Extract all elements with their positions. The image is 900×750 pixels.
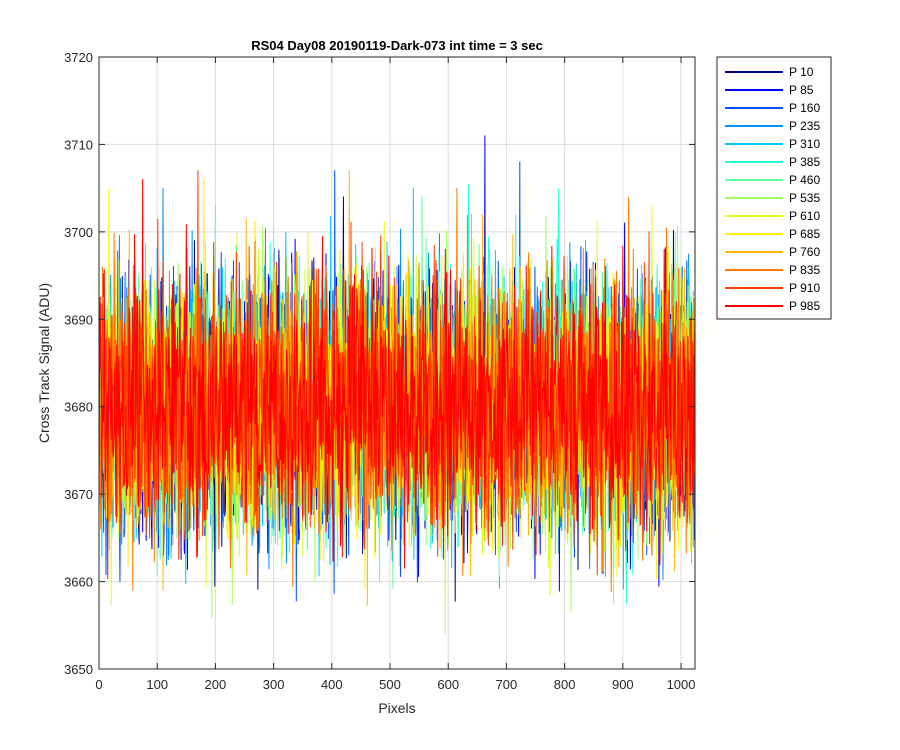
legend-item[interactable]: P 910: [725, 281, 820, 295]
legend-item[interactable]: P 460: [725, 173, 820, 187]
legend-label: P 985: [789, 299, 820, 313]
x-tick-label: 600: [437, 677, 459, 692]
series-line-p-985: [99, 178, 695, 579]
y-tick-label: 3670: [64, 487, 93, 502]
legend-item[interactable]: P 835: [725, 263, 820, 277]
legend-item[interactable]: P 310: [725, 137, 820, 151]
x-tick-label: 100: [146, 677, 168, 692]
y-tick-label: 3680: [64, 400, 93, 415]
x-tick-label: 1000: [667, 677, 696, 692]
series-lines: [99, 135, 695, 635]
legend-item[interactable]: P 10: [725, 65, 814, 79]
x-tick-label: 300: [263, 677, 285, 692]
x-tick-label: 400: [321, 677, 343, 692]
axis-ticks: 0 100 200 300 400 500 600 700 800 900 1000 3650 3660…: [64, 50, 695, 692]
legend-label: P 85: [789, 83, 814, 97]
y-tick-label: 3690: [64, 312, 93, 327]
y-tick-label: 3700: [64, 225, 93, 240]
axes-box: [98, 56, 696, 670]
legend-label: P 10: [789, 65, 814, 79]
legend-item[interactable]: P 160: [725, 101, 820, 115]
legend-item[interactable]: P 760: [725, 245, 820, 259]
legend-item[interactable]: P 535: [725, 191, 820, 205]
x-tick-label: 200: [205, 677, 227, 692]
y-axis-title: Cross Track Signal (ADU): [36, 283, 52, 443]
legend-label: P 310: [789, 137, 820, 151]
y-tick-label: 3710: [64, 137, 93, 152]
legend-label: P 610: [789, 209, 820, 223]
x-tick-label: 900: [612, 677, 634, 692]
legend-label: P 385: [789, 155, 820, 169]
y-tick-label: 3720: [64, 50, 93, 65]
legend-item[interactable]: P 685: [725, 227, 820, 241]
legend-label: P 760: [789, 245, 820, 259]
legend-label: P 460: [789, 173, 820, 187]
x-tick-label: 800: [554, 677, 576, 692]
legend-label: P 535: [789, 191, 820, 205]
x-axis-title: Pixels: [378, 700, 415, 716]
x-tick-label: 0: [95, 677, 102, 692]
legend-label: P 835: [789, 263, 820, 277]
legend[interactable]: P 10 P 85 P 160 P 235 P 310 P 385 P 460 P 535 P …: [716, 56, 832, 320]
legend-item[interactable]: P 610: [725, 209, 820, 223]
x-tick-label: 500: [379, 677, 401, 692]
y-tick-label: 3650: [64, 662, 93, 677]
legend-item[interactable]: P 235: [725, 119, 820, 133]
legend-box: [716, 56, 832, 320]
legend-item[interactable]: P 85: [725, 83, 814, 97]
chart-title: RS04 Day08 20190119-Dark-073 int time = …: [251, 38, 543, 53]
legend-label: P 235: [789, 119, 820, 133]
legend-label: P 685: [789, 227, 820, 241]
legend-item[interactable]: P 385: [725, 155, 820, 169]
legend-label: P 160: [789, 101, 820, 115]
x-tick-label: 700: [496, 677, 518, 692]
y-tick-label: 3660: [64, 575, 93, 590]
legend-label: P 910: [789, 281, 820, 295]
legend-item[interactable]: P 985: [725, 299, 820, 313]
